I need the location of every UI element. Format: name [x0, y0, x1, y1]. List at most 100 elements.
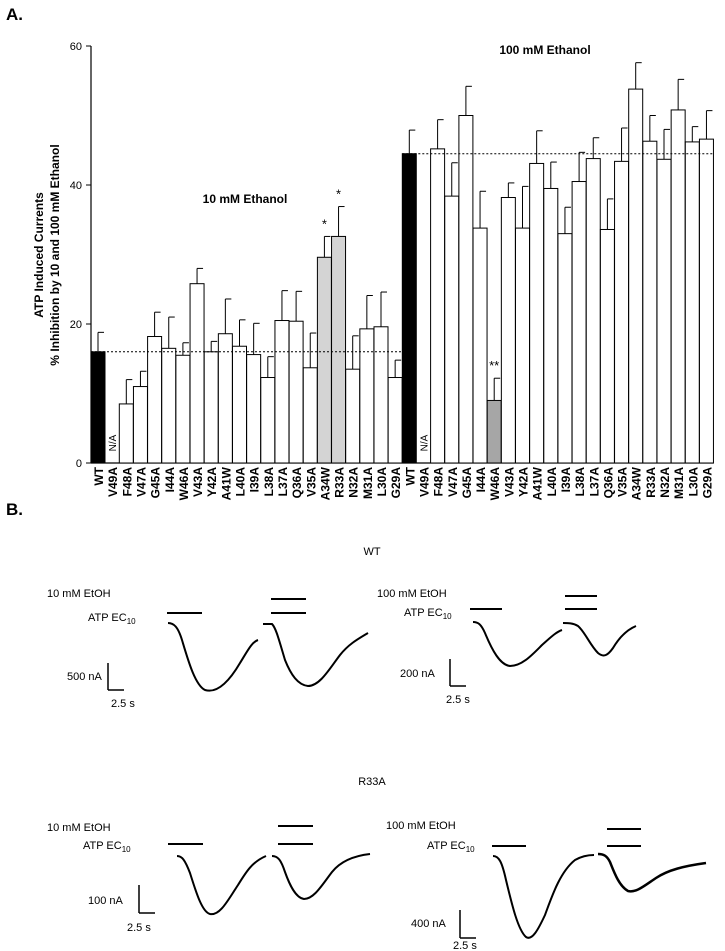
significance-marker: **: [489, 358, 499, 373]
x-tick-label: M31A: [361, 467, 375, 499]
bar: [458, 115, 474, 464]
x-tick-label: L40A: [545, 467, 559, 497]
x-tick-label: L37A: [587, 467, 601, 497]
x-tick-label: G29A: [389, 467, 403, 499]
bar: [132, 386, 148, 464]
panel-a-label: A.: [6, 5, 23, 24]
trace-block-title-r33a: R33A: [358, 776, 386, 788]
x-tick-label: Q36A: [290, 467, 304, 499]
significance-marker: *: [322, 216, 327, 231]
y-tick-label: 60: [70, 41, 82, 53]
x-tick-label: F48A: [432, 467, 446, 497]
bar: [472, 227, 488, 464]
x-tick-label: V49A: [417, 467, 431, 497]
x-tick-label: I39A: [248, 467, 262, 493]
trace-wt-100mm: 100 mM EtOH ATP EC10 200 nA 2.5 s: [377, 588, 637, 706]
bar: [656, 158, 672, 464]
x-tick-label: A41W: [531, 466, 545, 500]
x-tick-label: L37A: [276, 467, 290, 497]
x-tick-label: R33A: [644, 467, 658, 498]
trace-block-title-wt: WT: [363, 546, 380, 558]
etoh-label: 100 mM EtOH: [386, 820, 456, 832]
bar: [161, 347, 177, 464]
x-tick-label: V47A: [446, 467, 460, 497]
scale-x-label: 2.5 s: [127, 922, 151, 934]
x-tick-label: L30A: [375, 467, 389, 497]
current-trace: [167, 622, 259, 692]
x-tick-label: V49A: [106, 467, 120, 497]
na-label: N/A: [419, 434, 430, 451]
x-tick-label: Y42A: [205, 467, 219, 497]
bar: [614, 160, 630, 464]
x-tick-label: A34W: [630, 466, 644, 500]
group-title-10mm: 10 mM Ethanol: [203, 192, 288, 206]
x-tick-label: WT: [92, 466, 106, 485]
y-tick-label: 0: [76, 458, 82, 470]
bar: [684, 141, 700, 464]
trace-r33a-10mm: 10 mM EtOH ATP EC10 100 nA 2.5 s: [47, 822, 371, 934]
trace-r33a-100mm: 100 mM EtOH ATP EC10 400 nA 2.5 s: [386, 820, 707, 951]
y-tick-label: 20: [70, 319, 82, 331]
bar: [585, 158, 601, 464]
bar: [260, 377, 276, 464]
x-tick-label: Y42A: [517, 467, 531, 497]
bar: [500, 197, 516, 464]
x-tick-label: L38A: [573, 467, 587, 497]
bar: [486, 399, 502, 464]
x-tick-label: F48A: [120, 467, 134, 497]
x-tick-label: A41W: [219, 466, 233, 500]
bar: [698, 138, 714, 464]
x-tick-label: V43A: [502, 467, 516, 497]
bar: [274, 320, 290, 464]
bar: [571, 181, 587, 464]
etoh-label: 10 mM EtOH: [47, 588, 111, 600]
x-tick-label: V35A: [304, 467, 318, 497]
x-tick-label: L30A: [686, 467, 700, 497]
x-tick-label: G29A: [700, 467, 714, 499]
scale-x-label: 2.5 s: [111, 698, 135, 710]
x-tick-label: V47A: [134, 467, 148, 497]
bar: [316, 256, 332, 464]
x-tick-label: Q36A: [601, 467, 615, 499]
bar: [359, 328, 375, 464]
bar: [203, 351, 219, 464]
bar: [529, 162, 545, 464]
significance-marker: *: [336, 187, 341, 202]
x-tick-label: R33A: [333, 467, 347, 498]
bar: [302, 367, 318, 464]
x-tick-label: A34W: [318, 466, 332, 500]
y-tick-label: 40: [70, 180, 82, 192]
current-traces: WT 10 mM EtOH ATP EC10 500 nA 2.5 s 100 …: [47, 546, 707, 951]
x-tick-label: N32A: [658, 467, 672, 498]
bar: [628, 88, 644, 464]
x-tick-label: W46A: [488, 467, 502, 501]
x-tick-label: L40A: [234, 467, 248, 497]
bar: [373, 326, 389, 464]
x-tick-label: WT: [403, 466, 417, 485]
group-title-100mm: 100 mM Ethanol: [499, 43, 590, 57]
x-tick-label: V43A: [191, 467, 205, 497]
atp-label: ATP EC10: [83, 840, 131, 854]
na-label: N/A: [108, 434, 119, 451]
bar: [147, 336, 163, 464]
current-trace: [562, 622, 637, 657]
atp-label: ATP EC10: [404, 607, 452, 621]
scale-y-label: 500 nA: [67, 671, 103, 683]
trace-wt-10mm: 10 mM EtOH ATP EC10 500 nA 2.5 s: [47, 588, 369, 710]
bar: [401, 153, 417, 464]
bar: [515, 227, 530, 464]
current-trace: [597, 852, 707, 893]
bar: [217, 333, 233, 464]
bar: [430, 148, 446, 464]
bar: [345, 368, 361, 464]
bar: [387, 377, 403, 464]
etoh-label: 100 mM EtOH: [377, 588, 447, 600]
scale-y-label: 100 nA: [88, 895, 124, 907]
scale-y-label: 400 nA: [411, 918, 447, 930]
bar: [232, 345, 247, 464]
bar: [288, 320, 304, 464]
atp-label: ATP EC10: [88, 612, 136, 626]
x-tick-label: M31A: [672, 467, 686, 499]
bar: [557, 233, 573, 464]
bar: [642, 140, 658, 464]
